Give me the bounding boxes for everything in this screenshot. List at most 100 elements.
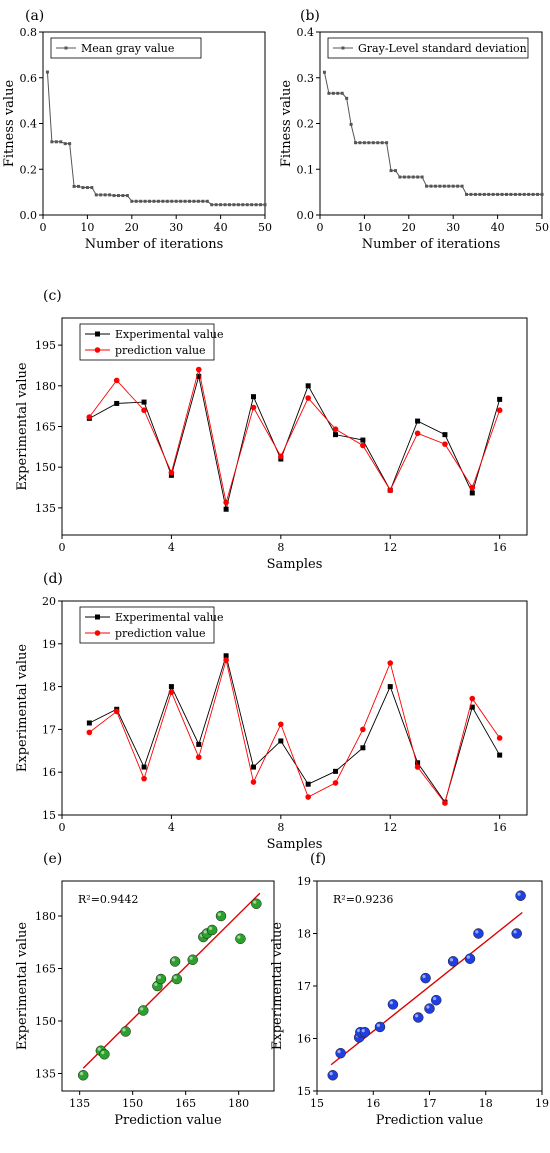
data-point <box>138 1005 149 1016</box>
data-point <box>420 175 424 179</box>
x-axis-label: Samples <box>267 557 323 572</box>
x-tick-label: 180 <box>228 1097 249 1110</box>
data-point <box>360 726 366 733</box>
data-point <box>387 684 393 690</box>
data-point <box>250 779 257 785</box>
data-point <box>99 193 103 197</box>
data-point <box>103 193 107 197</box>
data-point <box>139 199 143 203</box>
legend-box <box>327 37 529 59</box>
data-point <box>332 780 339 786</box>
point-highlight <box>422 974 426 979</box>
y-tick-label: 0.6 <box>20 72 38 85</box>
data-point <box>398 175 402 179</box>
y-tick-label: 150 <box>35 461 56 474</box>
chart-panel-6: (f) 15 16 17 18 19 15 16 17 18 19 Prediction value E… <box>270 851 549 1128</box>
data-point <box>215 910 227 922</box>
legend-label: Gray-Level standard deviation <box>358 42 527 55</box>
data-point <box>327 91 331 95</box>
x-tick-label: 40 <box>491 221 505 234</box>
data-point <box>196 199 200 203</box>
data-point <box>433 184 437 188</box>
point-highlight <box>466 955 470 959</box>
y-tick-label: 0.2 <box>20 163 38 176</box>
point-highlight <box>122 1028 126 1032</box>
series-1 <box>86 653 503 805</box>
legend-marker <box>94 630 101 636</box>
y-tick-label: 17 <box>297 980 311 993</box>
data-point <box>438 184 442 188</box>
x-tick-label: 135 <box>69 1097 90 1110</box>
x-axis-label: Number of iterations <box>362 237 501 252</box>
point-highlight <box>97 1047 101 1051</box>
data-point <box>250 203 254 207</box>
data-point <box>245 203 249 207</box>
y-tick-label: 15 <box>297 1085 311 1098</box>
x-tick-label: 20 <box>125 221 139 234</box>
series-1 <box>322 70 544 196</box>
point-highlight <box>449 958 454 962</box>
legend-marker <box>341 46 345 50</box>
data-point <box>511 928 522 939</box>
data-point <box>354 141 358 145</box>
data-point <box>241 203 245 207</box>
data-point <box>374 1021 386 1033</box>
plot-frame <box>42 31 266 216</box>
point-highlight <box>329 1072 333 1076</box>
data-point <box>359 1026 371 1038</box>
data-point <box>141 775 147 782</box>
r-squared-annotation: R²=0.9236 <box>333 893 393 906</box>
data-point <box>236 203 240 207</box>
point-highlight <box>173 975 177 980</box>
data-point <box>141 407 147 414</box>
y-tick-label: 16 <box>42 766 56 779</box>
data-point <box>195 754 202 761</box>
y-axis-label: Experimental value <box>15 922 30 1050</box>
point-highlight <box>415 1014 419 1018</box>
data-point <box>496 192 500 196</box>
y-tick-label: 19 <box>42 638 56 651</box>
data-point <box>442 441 448 447</box>
panel-label: (c) <box>43 288 62 304</box>
fit-line <box>82 892 261 1069</box>
data-point <box>500 192 504 196</box>
data-point <box>50 140 54 144</box>
point-highlight <box>475 930 479 934</box>
data-point <box>305 395 311 401</box>
x-tick-label: 18 <box>479 1097 493 1110</box>
data-point <box>322 70 326 74</box>
data-point <box>447 184 451 188</box>
data-point <box>402 175 406 179</box>
data-point <box>447 956 459 967</box>
legend-box <box>79 606 215 644</box>
data-point <box>469 695 476 702</box>
data-point <box>478 192 482 196</box>
panel-label: (d) <box>43 571 63 587</box>
data-point <box>72 184 76 188</box>
x-tick-label: 20 <box>402 221 416 234</box>
data-point <box>188 199 192 203</box>
data-point <box>360 442 366 449</box>
data-point <box>385 141 389 145</box>
x-axis-label: Prediction value <box>376 1113 484 1128</box>
x-tick-label: 40 <box>214 221 228 234</box>
data-point <box>171 973 183 985</box>
point-highlight <box>513 930 517 934</box>
data-point <box>192 199 196 203</box>
legend-marker <box>64 46 68 50</box>
data-point <box>205 199 209 203</box>
data-point <box>473 192 477 196</box>
data-point <box>152 199 156 203</box>
data-point <box>487 192 491 196</box>
data-point <box>174 199 178 203</box>
data-point <box>168 689 175 695</box>
data-point <box>332 426 339 433</box>
series-line <box>89 654 501 804</box>
x-tick-label: 4 <box>168 821 175 834</box>
data-point <box>195 366 202 373</box>
data-point <box>411 175 415 179</box>
x-tick-label: 0 <box>59 541 66 554</box>
point-highlight <box>517 892 521 896</box>
legend-marker <box>95 614 100 620</box>
